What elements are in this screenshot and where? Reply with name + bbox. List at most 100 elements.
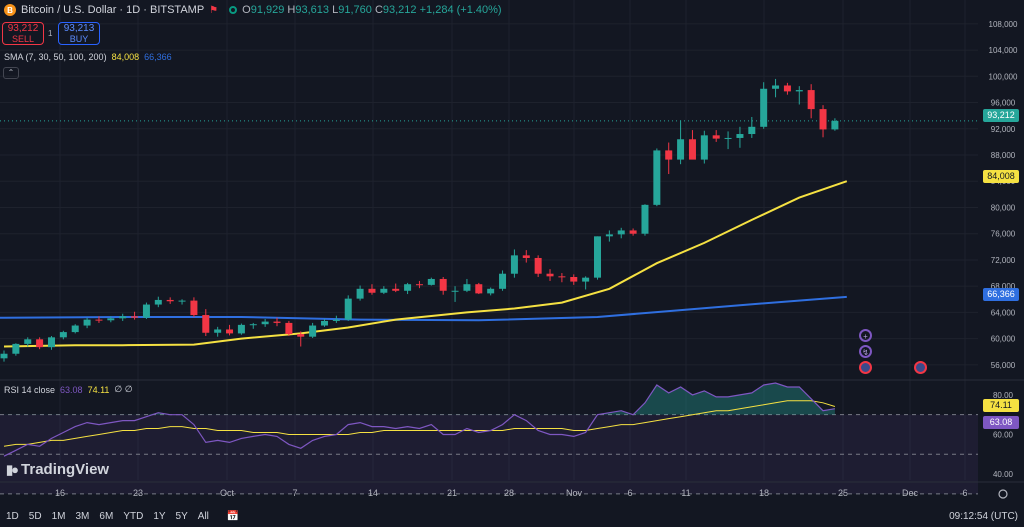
candle-body [309, 325, 317, 337]
rsi-legend[interactable]: RSI 14 close 63.08 74.11 ∅ ∅ [4, 384, 133, 395]
candle-body [522, 255, 530, 258]
rsi-path [3, 382, 835, 457]
rsi-ma-tag: 74.11 [983, 399, 1019, 412]
spread-value: 1 [48, 29, 53, 38]
sma-slow-line [0, 295, 847, 322]
candle-body [297, 334, 305, 337]
candle-body [356, 288, 364, 299]
candle-body [819, 109, 827, 130]
price-axis-label: 88,000 [991, 151, 1016, 160]
timeframe-6m[interactable]: 6M [99, 511, 114, 522]
timeframe-all[interactable]: All [197, 511, 209, 522]
candle-body [344, 298, 352, 320]
sma-fast-tag: 84,008 [983, 170, 1019, 183]
timeframe-5d[interactable]: 5D [28, 511, 42, 522]
bottom-toolbar: 1D 5D 1M 3M 6M YTD 1Y 5Y All 📅 [0, 506, 1024, 527]
candles [0, 78, 839, 362]
price-axis-label: 64,000 [991, 308, 1016, 317]
rsi-lines [3, 382, 836, 457]
time-axis-label: Dec [902, 488, 919, 498]
candle-body [261, 321, 269, 325]
add-icon[interactable]: + [859, 329, 872, 342]
candle-body [748, 126, 756, 135]
candle-body [107, 318, 115, 321]
time-axis-label: 23 [133, 488, 143, 498]
candle-body [237, 324, 245, 334]
rsi-extra: ∅ ∅ [114, 384, 133, 394]
symbol-title[interactable]: Bitcoin / U.S. Dollar · 1D · BITSTAMP [21, 4, 205, 16]
price-axis-label: 108,000 [989, 20, 1018, 29]
candle-body [415, 284, 423, 286]
candle-body [499, 273, 507, 289]
rsi-overbought-fill [4, 383, 835, 415]
timeframe-1m[interactable]: 1M [51, 511, 66, 522]
time-axis-label: Oct [220, 488, 235, 498]
us-flag-icon[interactable] [914, 361, 927, 374]
price-axis-label: 104,000 [989, 46, 1018, 55]
buy-button[interactable]: 93,213 BUY [58, 22, 100, 45]
candle-body [807, 90, 815, 110]
flag-icon[interactable]: ⚑ [209, 4, 219, 16]
chart-canvas[interactable]: 108,000 104,000 100,000 96,000 92,000 88,000 8… [0, 0, 1024, 506]
time-axis-label: 7 [292, 488, 297, 498]
timeframe-1d[interactable]: 1D [6, 511, 19, 522]
timeframe-ytd[interactable]: YTD [123, 511, 144, 522]
candle-body [59, 332, 67, 338]
candle-body [510, 255, 518, 274]
last-price-tag: 93,212 [983, 109, 1019, 122]
candle-body [154, 299, 162, 305]
time-axis-label: 6 [627, 488, 632, 498]
candle-body [320, 320, 328, 326]
rsi-ma-value: 74.11 [87, 384, 110, 395]
timeframe-3m[interactable]: 3M [75, 511, 90, 522]
price-axis-label: 100,000 [989, 72, 1018, 81]
sma-fast-line [3, 180, 848, 348]
timeframe-5y[interactable]: 5Y [175, 511, 188, 522]
candle-body [475, 284, 483, 294]
candle-body [677, 139, 685, 160]
candle-body [202, 315, 210, 333]
sma-legend[interactable]: SMA (7, 30, 50, 100, 200) 84,008 66,366 [4, 52, 172, 62]
sma-value-fast: 84,008 [111, 52, 140, 62]
candle-body [724, 137, 732, 139]
candle-body [546, 273, 554, 277]
chart-grid [0, 0, 978, 480]
chevron-up-icon[interactable]: ⌃ [3, 67, 19, 79]
sell-button[interactable]: 93,212 SELL [2, 22, 44, 45]
candle-body [131, 316, 139, 318]
candle-body [760, 88, 768, 127]
candle-body [12, 343, 20, 354]
candle-body [463, 284, 471, 291]
candle-body [700, 135, 708, 160]
price-axis-label: 92,000 [991, 125, 1016, 134]
candle-body [285, 322, 293, 335]
candle-body [605, 234, 613, 237]
candle-body [795, 90, 803, 92]
rsi-ma-path [3, 400, 836, 447]
candle-body [594, 236, 601, 278]
price-axis-label: 76,000 [991, 230, 1016, 239]
candle-body [142, 304, 150, 318]
rsi-axis-label: 80.00 [993, 391, 1014, 400]
calendar-icon[interactable]: 📅 [226, 511, 240, 522]
candle-body [273, 321, 281, 323]
candle-body [368, 288, 376, 293]
sma-fast-path [3, 180, 848, 348]
candle-body [95, 319, 103, 321]
candle-body [214, 329, 222, 333]
candle-body [404, 284, 412, 291]
us-flag-icon[interactable] [859, 361, 872, 374]
symbol-legend: B Bitcoin / U.S. Dollar · 1D · BITSTAMP … [4, 4, 502, 16]
time-axis-label: 25 [838, 488, 848, 498]
rsi-axis-label: 40.00 [993, 470, 1014, 479]
candle-body [783, 85, 791, 92]
tradingview-logo-icon: ▮● [6, 461, 19, 477]
candle-body [641, 204, 649, 234]
candle-body [487, 288, 495, 294]
candle-body [629, 230, 637, 234]
utc-clock[interactable]: 09:12:54 (UTC) [949, 511, 1018, 522]
candle-body [427, 278, 435, 285]
timeframe-1y[interactable]: 1Y [153, 511, 166, 522]
lightning-icon[interactable]: ↯ [859, 345, 872, 358]
sma-label: SMA (7, 30, 50, 100, 200) [4, 52, 107, 62]
